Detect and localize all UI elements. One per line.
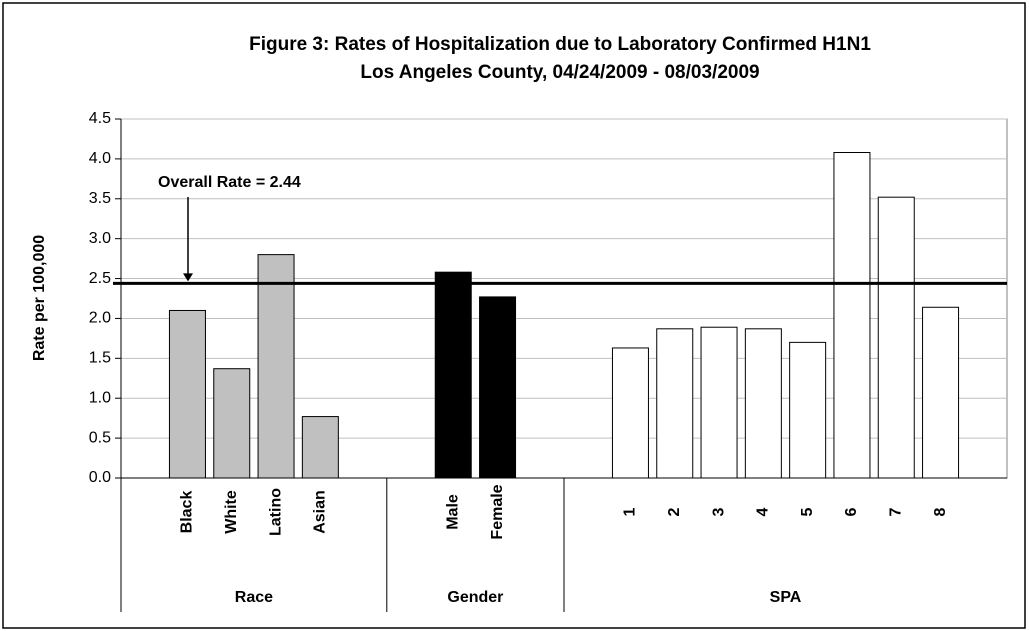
bar: [744, 328, 782, 479]
bar: [656, 328, 694, 479]
y-tick-label: 0.0: [89, 469, 111, 486]
bar: [257, 254, 295, 479]
x-tick-label: 6: [843, 507, 860, 516]
bar: [877, 196, 915, 479]
x-tick-label: Male: [444, 494, 461, 530]
reference-arrowhead: [183, 273, 193, 282]
bar: [479, 296, 517, 479]
reference-label: Overall Rate = 2.44: [158, 174, 301, 191]
group-label: Race: [235, 589, 273, 606]
x-tick-label: 2: [666, 507, 683, 516]
bar: [611, 347, 649, 479]
bar: [301, 416, 339, 479]
y-tick-label: 2.5: [89, 270, 111, 287]
bar: [213, 368, 251, 479]
y-tick-label: 2.0: [89, 310, 111, 327]
y-tick-label: 3.5: [89, 190, 111, 207]
y-tick-label: 4.5: [89, 110, 111, 127]
y-tick-label: 4.0: [89, 150, 111, 167]
x-tick-label: Asian: [312, 490, 329, 534]
bar: [168, 309, 206, 479]
plot-area: [120, 118, 1008, 479]
y-axis-label: Rate per 100,000: [31, 235, 48, 361]
y-tick-label: 3.0: [89, 230, 111, 247]
x-tick-label: Black: [179, 491, 196, 534]
bar: [922, 306, 960, 479]
chart-subtitle: Los Angeles County, 04/24/2009 - 08/03/2…: [360, 62, 759, 83]
x-tick-label: Female: [489, 484, 506, 539]
bar: [833, 152, 871, 479]
x-tick-label: 4: [755, 507, 772, 516]
bar: [434, 271, 472, 479]
x-tick-label: 5: [799, 507, 816, 516]
x-tick-label: Latino: [267, 488, 284, 536]
x-tick-label: 8: [932, 507, 949, 516]
bar: [789, 341, 827, 479]
y-tick-label: 1.0: [89, 389, 111, 406]
x-tick-label: 3: [710, 507, 727, 516]
group-label: SPA: [770, 589, 802, 606]
x-tick-label: 7: [887, 507, 904, 516]
y-tick-label: 0.5: [89, 429, 111, 446]
y-tick-label: 1.5: [89, 350, 111, 367]
group-label: Gender: [447, 589, 503, 606]
x-tick-label: White: [223, 490, 240, 534]
chart-title: Figure 3: Rates of Hospitalization due t…: [249, 34, 871, 55]
bar: [700, 326, 738, 479]
x-tick-label: 1: [622, 507, 639, 516]
